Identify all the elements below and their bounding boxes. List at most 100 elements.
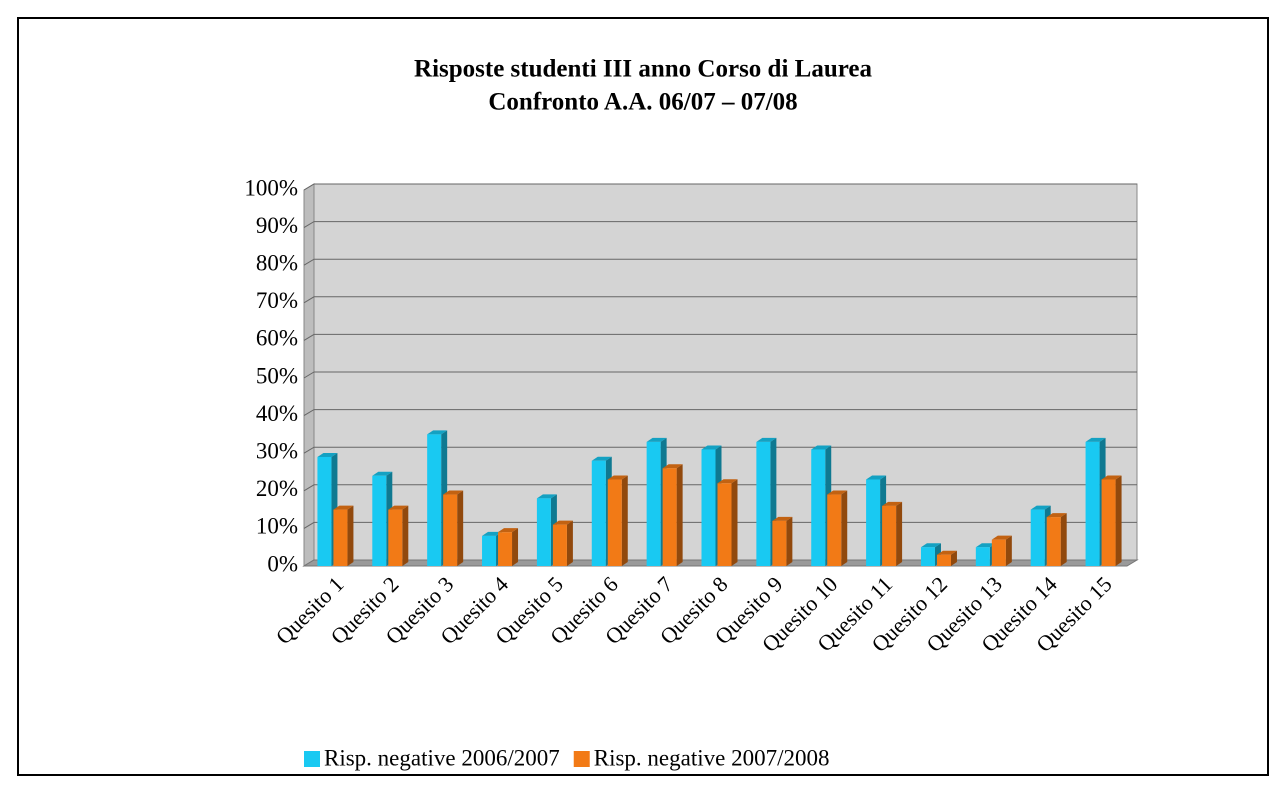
bar-top <box>443 490 464 495</box>
bar <box>1030 509 1045 566</box>
bar <box>646 441 661 566</box>
bar <box>333 509 348 566</box>
y-tick-label: 100% <box>244 175 298 200</box>
bar <box>882 505 897 566</box>
bar-top <box>536 494 557 499</box>
bar-top <box>498 528 519 533</box>
bar-side <box>566 520 573 566</box>
grid-line <box>303 221 1137 229</box>
y-tick-label: 20% <box>256 476 298 501</box>
bar-side <box>1060 513 1067 566</box>
bar-top <box>827 490 848 495</box>
bar <box>482 535 497 566</box>
bar-top <box>811 445 832 450</box>
legend-swatch <box>573 751 590 767</box>
bar-side <box>457 490 464 566</box>
bar-top <box>607 475 628 480</box>
bar-top <box>662 464 683 469</box>
bar-side <box>786 516 793 566</box>
bar <box>317 456 332 566</box>
chart-subtitle: Confronto A.A. 06/07 – 07/08 <box>488 89 797 116</box>
bar-top <box>317 452 338 457</box>
grid-line <box>303 296 1137 304</box>
bar-group <box>1046 513 1067 566</box>
bar-side <box>402 505 409 566</box>
bar-group <box>717 479 738 566</box>
y-tick-label: 30% <box>256 438 298 463</box>
bar <box>866 479 881 566</box>
bar-top <box>1046 513 1067 518</box>
bar <box>1101 479 1116 566</box>
bar-top <box>701 445 722 450</box>
bar <box>975 547 990 566</box>
grid-line <box>303 521 1137 529</box>
bar <box>701 449 716 566</box>
bar-group <box>882 501 903 566</box>
bar-top <box>1101 475 1122 480</box>
bar-group <box>498 528 519 566</box>
bar-side <box>1005 535 1012 566</box>
bar-top <box>936 550 957 555</box>
bar <box>827 494 842 566</box>
legend-swatch <box>304 751 320 767</box>
bar-group <box>333 505 354 566</box>
bar-side <box>347 505 354 566</box>
bar-top <box>991 535 1012 540</box>
grid-line <box>303 183 1137 191</box>
bar-side <box>731 479 738 566</box>
bar-top <box>920 543 941 548</box>
bar-top <box>772 516 793 521</box>
bar <box>936 554 951 566</box>
y-tick-label: 10% <box>256 514 298 539</box>
bar <box>443 494 458 566</box>
bar <box>772 520 787 566</box>
y-tick-label: 40% <box>256 401 298 426</box>
bar <box>427 434 442 566</box>
bar-side <box>512 528 519 566</box>
bar <box>717 483 732 566</box>
bar <box>1085 441 1100 566</box>
bar-top <box>756 437 777 442</box>
bar-group <box>607 475 628 566</box>
legend-label: Risp. negative 2007/2008 <box>594 745 830 770</box>
bar-side <box>950 550 957 566</box>
bar-side <box>841 490 848 566</box>
bar-top <box>717 479 738 484</box>
bar <box>991 539 1006 566</box>
bar-group <box>552 520 573 566</box>
grid-line <box>303 371 1137 379</box>
y-tick-label: 90% <box>256 213 298 238</box>
bar <box>920 547 935 566</box>
bar <box>498 532 513 566</box>
grid-line <box>303 409 1137 417</box>
y-tick-label: 60% <box>256 326 298 351</box>
bar <box>372 475 387 566</box>
bar <box>1046 517 1061 566</box>
bar <box>591 460 606 566</box>
legend-label: Risp. negative 2006/2007 <box>324 745 560 770</box>
bar-group <box>388 505 409 566</box>
bar <box>811 449 826 566</box>
y-tick-label: 70% <box>256 288 298 313</box>
bar-top <box>1085 437 1106 442</box>
bar-top <box>1030 505 1051 510</box>
bar-top <box>552 520 573 525</box>
bar-top <box>333 505 354 510</box>
bar-group <box>443 490 464 566</box>
bar-top <box>591 456 612 461</box>
grid-line <box>303 258 1137 266</box>
y-tick-label: 50% <box>256 363 298 388</box>
bar <box>662 468 677 566</box>
bar <box>607 479 622 566</box>
grid-line <box>303 333 1137 341</box>
bar <box>552 524 567 566</box>
bar-side <box>896 501 903 566</box>
bar-top <box>372 471 393 476</box>
bar-top <box>427 430 448 435</box>
bar-top <box>975 543 996 548</box>
bar-group <box>1101 475 1122 566</box>
bar-top <box>866 475 887 480</box>
chart-title: Risposte studenti III anno Corso di Laur… <box>414 56 872 83</box>
y-tick-label: 80% <box>256 250 298 275</box>
